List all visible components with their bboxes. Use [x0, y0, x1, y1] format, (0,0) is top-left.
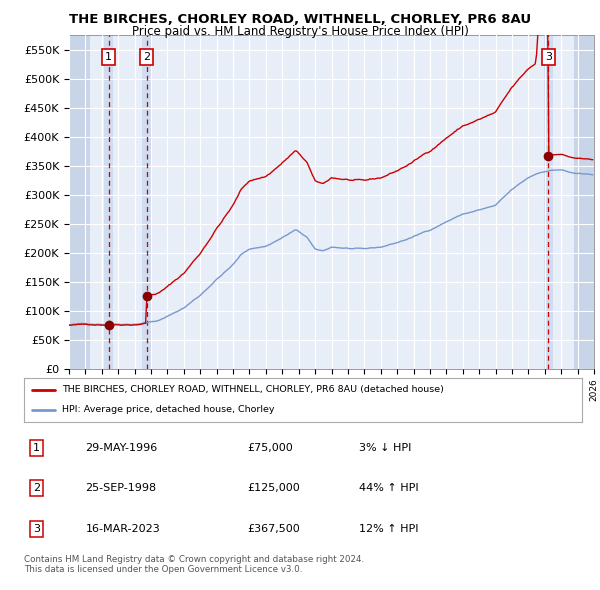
Text: 2: 2	[143, 52, 150, 62]
Text: 3% ↓ HPI: 3% ↓ HPI	[359, 442, 411, 453]
Text: 12% ↑ HPI: 12% ↑ HPI	[359, 524, 418, 534]
Bar	[574, 35, 594, 369]
Text: 29-MAY-1996: 29-MAY-1996	[85, 442, 158, 453]
Text: 3: 3	[545, 52, 552, 62]
Text: Contains HM Land Registry data © Crown copyright and database right 2024.: Contains HM Land Registry data © Crown c…	[24, 555, 364, 563]
Text: £125,000: £125,000	[247, 483, 300, 493]
Text: 25-SEP-1998: 25-SEP-1998	[85, 483, 157, 493]
Text: HPI: Average price, detached house, Chorley: HPI: Average price, detached house, Chor…	[62, 405, 274, 414]
Text: Price paid vs. HM Land Registry's House Price Index (HPI): Price paid vs. HM Land Registry's House …	[131, 25, 469, 38]
Text: 16-MAR-2023: 16-MAR-2023	[85, 524, 160, 534]
Bar	[104, 35, 113, 369]
Bar	[544, 35, 553, 369]
Bar	[142, 35, 151, 369]
Text: 1: 1	[105, 52, 112, 62]
Text: This data is licensed under the Open Government Licence v3.0.: This data is licensed under the Open Gov…	[24, 565, 302, 574]
Text: 2: 2	[33, 483, 40, 493]
Text: 1: 1	[33, 442, 40, 453]
Bar	[69, 35, 91, 369]
Text: THE BIRCHES, CHORLEY ROAD, WITHNELL, CHORLEY, PR6 8AU (detached house): THE BIRCHES, CHORLEY ROAD, WITHNELL, CHO…	[62, 385, 444, 394]
Text: 44% ↑ HPI: 44% ↑ HPI	[359, 483, 418, 493]
Text: THE BIRCHES, CHORLEY ROAD, WITHNELL, CHORLEY, PR6 8AU: THE BIRCHES, CHORLEY ROAD, WITHNELL, CHO…	[69, 13, 531, 26]
Text: £367,500: £367,500	[247, 524, 300, 534]
Text: £75,000: £75,000	[247, 442, 293, 453]
Text: 3: 3	[33, 524, 40, 534]
